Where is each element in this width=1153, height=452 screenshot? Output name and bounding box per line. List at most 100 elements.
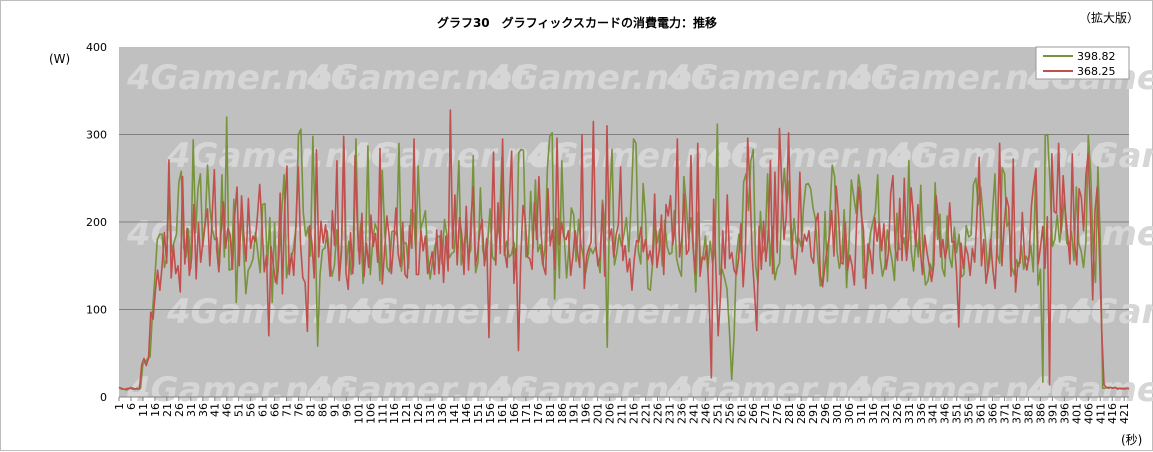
- x-tick-label: 56: [245, 403, 258, 417]
- series-line-2: [118, 109, 1129, 390]
- x-tick-label: 306: [843, 403, 856, 424]
- x-tick-label: 376: [1011, 403, 1024, 424]
- x-tick-label: 121: [400, 403, 413, 424]
- x-tick-label: 281: [783, 403, 796, 424]
- y-tick-label: 0: [100, 391, 107, 404]
- gridlines: [119, 134, 1129, 398]
- watermark-text: 4Gamer.net: [706, 292, 930, 332]
- x-tick-label: 401: [1070, 403, 1083, 424]
- x-tick-label: 216: [628, 403, 641, 424]
- x-axis: 1611162126313641465156616671768186919610…: [113, 397, 1131, 424]
- watermark-text: 4Gamer.net: [526, 136, 750, 176]
- x-tick-label: 311: [855, 403, 868, 424]
- watermark-layer: 4Gamer.net4Gamer.net4Gamer.net4Gamer.net…: [126, 58, 1153, 410]
- x-tick-label: 176: [532, 403, 545, 424]
- x-tick-label: 156: [484, 403, 497, 424]
- x-tick-label: 171: [520, 403, 533, 424]
- y-tick-label: 300: [86, 129, 107, 142]
- x-tick-label: 301: [831, 403, 844, 424]
- x-tick-label: 231: [663, 403, 676, 424]
- x-tick-label: 106: [364, 403, 377, 424]
- legend-label-series-1: 398.82: [1077, 50, 1116, 63]
- y-axis-label: (W): [49, 52, 70, 66]
- x-tick-label: 51: [233, 403, 246, 417]
- watermark-text: 4Gamer.net: [486, 58, 710, 98]
- watermark-text: 4Gamer.net: [1066, 136, 1153, 176]
- series-layer: [118, 109, 1130, 391]
- x-axis-label: (秒): [1121, 433, 1142, 447]
- watermark-text: 4Gamer.net: [126, 370, 350, 410]
- x-tick-label: 336: [915, 403, 928, 424]
- x-tick-label: 6: [125, 403, 138, 410]
- x-tick-label: 126: [412, 403, 425, 424]
- x-tick-label: 186: [556, 403, 569, 424]
- watermark-text: 4Gamer.net: [306, 214, 530, 254]
- x-tick-label: 91: [328, 403, 341, 417]
- y-tick-label: 200: [86, 216, 107, 229]
- watermark-text: 4Gamer.net: [166, 136, 390, 176]
- legend: 398.82 368.25: [1035, 46, 1130, 80]
- x-tick-label: 196: [580, 403, 593, 424]
- x-tick-label: 206: [604, 403, 617, 424]
- x-tick-label: 421: [1118, 403, 1131, 424]
- x-tick-label: 81: [304, 403, 317, 417]
- watermark-text: 4Gamer.net: [1066, 292, 1153, 332]
- x-tick-label: 11: [137, 403, 150, 417]
- x-tick-label: 21: [161, 403, 174, 417]
- x-tick-label: 31: [185, 403, 198, 417]
- watermark-text: 4Gamer.net: [1026, 370, 1153, 410]
- x-tick-label: 366: [987, 403, 1000, 424]
- watermark-text: 4Gamer.net: [346, 292, 570, 332]
- x-tick-label: 331: [903, 403, 916, 424]
- x-tick-label: 261: [735, 403, 748, 424]
- x-tick-label: 296: [819, 403, 832, 424]
- x-tick-label: 161: [496, 403, 509, 424]
- x-tick-label: 256: [723, 403, 736, 424]
- x-tick-label: 146: [460, 403, 473, 424]
- x-tick-label: 221: [640, 403, 653, 424]
- x-tick-label: 211: [616, 403, 629, 424]
- x-tick-label: 16: [149, 403, 162, 417]
- x-tick-label: 1: [113, 403, 126, 410]
- x-tick-label: 321: [879, 403, 892, 424]
- x-tick-label: 391: [1046, 403, 1059, 424]
- x-tick-label: 326: [891, 403, 904, 424]
- watermark-text: 4Gamer.net: [166, 292, 390, 332]
- x-tick-label: 271: [759, 403, 772, 424]
- x-tick-label: 346: [939, 403, 952, 424]
- chart-subtitle: （拡大版）: [1079, 11, 1139, 25]
- watermark-text: 4Gamer.net: [306, 58, 530, 98]
- legend-label-series-2: 368.25: [1077, 65, 1116, 78]
- x-tick-label: 371: [999, 403, 1012, 424]
- x-tick-label: 116: [388, 403, 401, 424]
- x-tick-label: 246: [699, 403, 712, 424]
- x-tick-label: 71: [281, 403, 294, 417]
- x-tick-label: 276: [771, 403, 784, 424]
- x-tick-label: 66: [269, 403, 282, 417]
- watermark-text: 4Gamer.net: [666, 58, 890, 98]
- y-axis: 0 100 200 300 400: [86, 41, 107, 404]
- watermark-text: 4Gamer.net: [706, 136, 930, 176]
- legend-box: [1035, 46, 1130, 80]
- watermark-text: 4Gamer.net: [846, 58, 1070, 98]
- x-tick-label: 241: [687, 403, 700, 424]
- x-tick-label: 386: [1034, 403, 1047, 424]
- x-tick-label: 111: [376, 403, 389, 424]
- x-tick-label: 381: [1022, 403, 1035, 424]
- x-tick-label: 341: [927, 403, 940, 424]
- x-tick-label: 361: [975, 403, 988, 424]
- x-tick-label: 76: [293, 403, 306, 417]
- watermark-text: 4Gamer.net: [846, 370, 1070, 410]
- x-tick-label: 131: [424, 403, 437, 424]
- x-tick-label: 151: [472, 403, 485, 424]
- x-tick-label: 291: [807, 403, 820, 424]
- x-tick-label: 226: [652, 403, 665, 424]
- x-tick-label: 236: [675, 403, 688, 424]
- x-tick-label: 351: [951, 403, 964, 424]
- x-tick-label: 136: [436, 403, 449, 424]
- x-tick-label: 101: [352, 403, 365, 424]
- x-tick-label: 266: [747, 403, 760, 424]
- x-tick-label: 26: [173, 403, 186, 417]
